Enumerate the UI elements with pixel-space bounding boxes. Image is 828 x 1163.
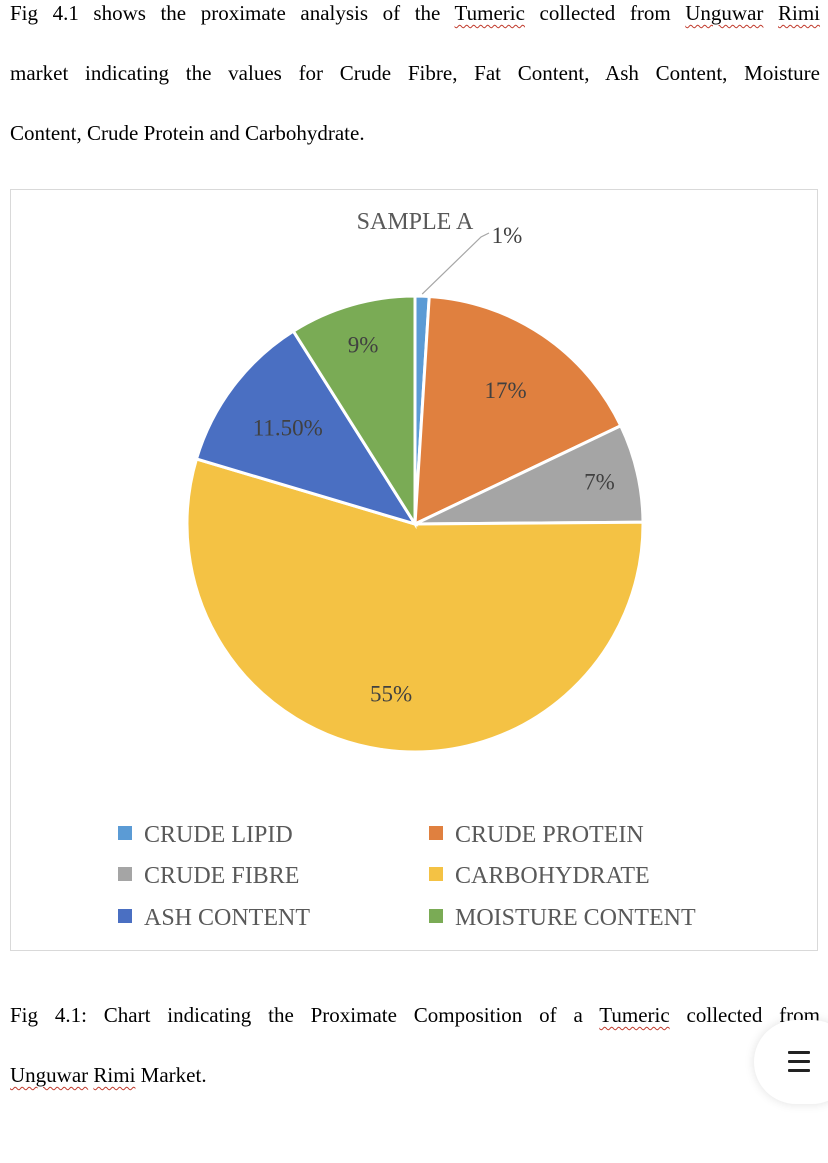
legend-label: CRUDE FIBRE [144, 863, 299, 889]
legend-swatch [118, 909, 132, 923]
legend-label: ASH CONTENT [144, 905, 310, 931]
leader-line [421, 232, 490, 295]
data-label: 7% [584, 469, 615, 494]
figure-caption: Fig 4.1: Chart indicating the Proximate … [10, 985, 820, 1105]
flagged-word: Unguwar [10, 1063, 89, 1087]
flagged-word: Unguwar [685, 1, 764, 25]
menu-button[interactable] [754, 1020, 828, 1104]
pie-slice-ash-content [194, 329, 419, 527]
data-label: 11.50% [253, 416, 323, 441]
intro-line: Fig 4.1 shows the proximate analysis of … [10, 0, 820, 43]
flagged-word: Rimi [93, 1063, 136, 1087]
legend-swatch [118, 867, 132, 881]
data-label: 9% [348, 332, 379, 357]
text-run: collected from [524, 1, 686, 25]
intro-line: market indicating the values for Crude F… [10, 43, 820, 103]
flagged-word: Tumeric [454, 1, 525, 25]
text-run: Fig 4.1 shows the proximate analysis of … [10, 1, 455, 25]
legend-swatch [118, 826, 132, 840]
legend-label: MOISTURE CONTENT [455, 905, 696, 931]
data-label: 17% [485, 378, 527, 403]
text-run: Market. [135, 1063, 207, 1087]
chart-container: SAMPLE A 1% 17% 7% 55% 11.50% 9% CRUDE LIPID CRU… [10, 189, 818, 951]
legend-label: CRUDE PROTEIN [455, 822, 644, 848]
chart-title: SAMPLE A [357, 209, 474, 235]
pie-slice-carbohydrate [185, 457, 645, 754]
intro-line: Content, Crude Protein and Carbohydrate. [10, 103, 820, 163]
pie-chart: SAMPLE A 1% 17% 7% 55% 11.50% 9% CRUDE LIPID CRU… [118, 209, 696, 931]
legend-label: CARBOHYDRATE [455, 863, 650, 889]
legend-swatch [429, 867, 443, 881]
caption-line: Unguwar Rimi Market. [10, 1045, 820, 1105]
flagged-word: Tumeric [599, 1003, 670, 1027]
legend-swatch [429, 909, 443, 923]
flagged-word: Rimi [778, 1, 821, 25]
text-run: market indicating the values for Crude F… [10, 61, 820, 85]
data-label: 1% [492, 223, 523, 248]
hamburger-menu-icon[interactable] [788, 1051, 810, 1073]
intro-paragraph: Fig 4.1 shows the proximate analysis of … [10, 0, 820, 163]
text-run: Content, Crude Protein and Carbohydrate. [10, 121, 365, 145]
pie-slice-crude-protein [413, 294, 623, 527]
legend-label: CRUDE LIPID [144, 822, 293, 848]
caption-line: Fig 4.1: Chart indicating the Proximate … [10, 985, 820, 1045]
data-label: 55% [370, 681, 412, 706]
text-run: Fig 4.1: Chart indicating the Proximate … [10, 1003, 600, 1027]
legend-swatch [429, 826, 443, 840]
text-run [763, 1, 778, 25]
pie-slice-moisture-content [291, 294, 417, 530]
